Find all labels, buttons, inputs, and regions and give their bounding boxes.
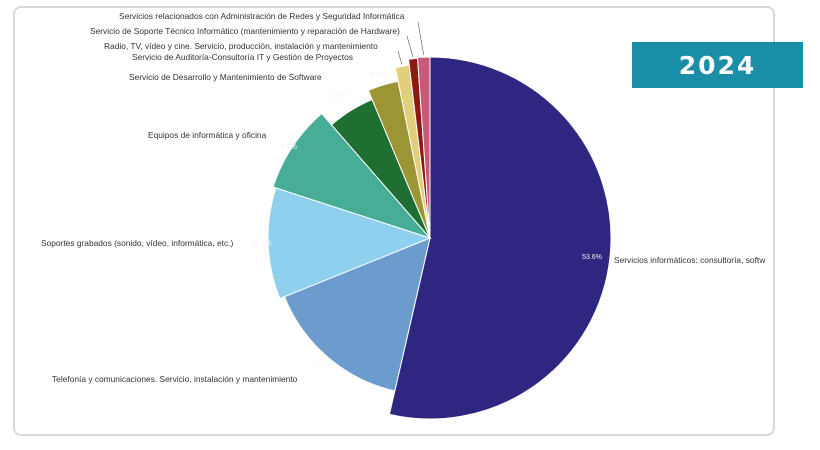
year-banner: 2024 bbox=[632, 42, 803, 88]
slice-percent-label: 3.1% bbox=[370, 72, 386, 79]
slice-category-label: Servicio de Desarrollo y Mantenimiento d… bbox=[129, 72, 322, 82]
pie-slice-servicios-relacionados-con-administracio bbox=[416, 56, 431, 239]
leader-line bbox=[397, 50, 403, 65]
slice-percent-label: 5.1% bbox=[331, 93, 347, 100]
pie-slice-telefonia-y-comunicaciones-servicio-inst bbox=[283, 237, 431, 392]
slice-category-label: Servicios informáticos: consultoría, sof… bbox=[614, 255, 766, 265]
pie-slice-equipos-de-informatica-y-oficina bbox=[272, 112, 432, 240]
pie-slice-soportes-grabados-sonido-video-informati bbox=[267, 187, 432, 300]
slice-percent-label: 53.6% bbox=[582, 254, 602, 261]
slice-percent-label: 11.1% bbox=[252, 240, 271, 247]
slice-category-label: Equipos de informática y oficina bbox=[148, 130, 267, 140]
slice-category-label: Servicio de Auditoría-Consultoría IT y G… bbox=[132, 52, 353, 62]
slice-category-label: Soportes grabados (sonido, vídeo, inform… bbox=[41, 238, 233, 248]
pie-slice-servicios-informaticos-consultoria-softw bbox=[388, 56, 612, 420]
slice-category-label: Radio, TV, vídeo y cine. Servicio, produ… bbox=[104, 41, 378, 51]
slice-percent-label: 8.6% bbox=[281, 144, 297, 151]
leader-line bbox=[417, 21, 424, 56]
slice-category-label: Telefonía y comunicaciones. Servicio, in… bbox=[52, 374, 298, 384]
slice-category-label: Servicio de Soporte Técnico Informático … bbox=[90, 26, 400, 36]
leader-line bbox=[406, 35, 414, 57]
slice-category-label: Servicios relacionados con Administració… bbox=[119, 11, 405, 21]
slice-percent-label: 15.3% bbox=[311, 361, 331, 368]
